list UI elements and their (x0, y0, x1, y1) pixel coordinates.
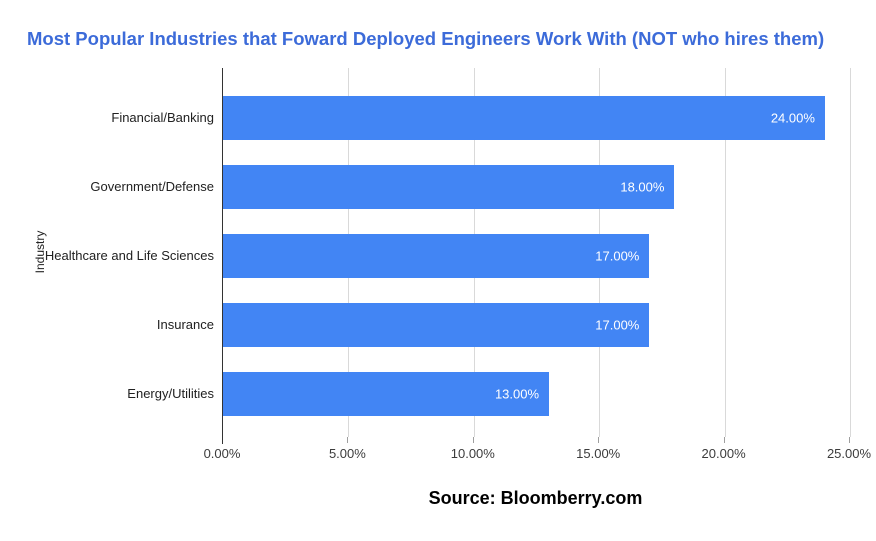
axis-tick (347, 437, 349, 443)
x-tick-label: 25.00% (826, 446, 872, 461)
category-labels: Financial/Banking Government/Defense Healt… (0, 68, 214, 437)
category-label: Government/Defense (90, 179, 214, 194)
x-tick-label: 0.00% (203, 446, 241, 461)
axis-tick (472, 437, 474, 443)
category-label: Healthcare and Life Sciences (44, 248, 214, 263)
data-label: 13.00% (494, 386, 540, 402)
axis-tick (598, 437, 600, 443)
category-label: Energy/Utilities (127, 386, 214, 401)
plot-area: 24.00% 18.00% 17.00% 17.00% 13.00% (222, 68, 851, 437)
data-label: 18.00% (620, 179, 665, 195)
axis-tick (849, 437, 850, 443)
data-label: 17.00% (595, 317, 640, 333)
gridline (850, 68, 851, 437)
bar: 13.00% (223, 372, 550, 416)
x-tick-label: 5.00% (328, 446, 366, 461)
axis-tick (222, 437, 223, 444)
bar: 24.00% (223, 96, 825, 140)
axis-tick (723, 437, 725, 443)
category-label: Financial/Banking (111, 110, 214, 125)
x-tick-label: 20.00% (701, 446, 746, 461)
category-label: Insurance (156, 317, 214, 332)
gridline (724, 68, 726, 437)
x-tick-label: 10.00% (450, 446, 495, 461)
x-tick-label: 15.00% (576, 446, 621, 461)
bar: 17.00% (223, 303, 650, 347)
x-axis: 0.00% 5.00% 10.00% 15.00% 20.00% 25.00% (204, 437, 871, 473)
data-label: 24.00% (770, 110, 815, 126)
bar: 18.00% (223, 165, 675, 209)
bar: 17.00% (223, 234, 650, 278)
source-caption: Source: Bloomberry.com (428, 488, 643, 508)
chart-title: Most Popular Industries that Foward Depl… (27, 28, 825, 49)
data-label: 17.00% (595, 248, 640, 264)
